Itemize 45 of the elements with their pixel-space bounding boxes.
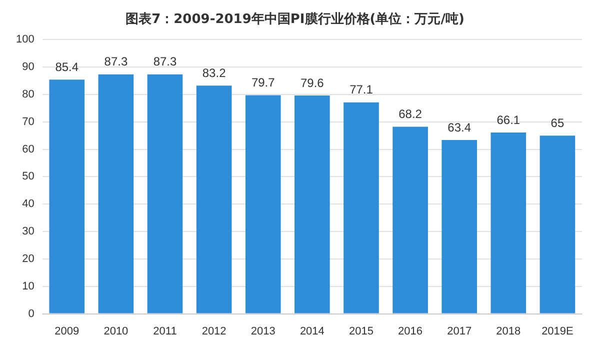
- y-tick-label: 90: [22, 61, 34, 74]
- bar: [49, 80, 85, 314]
- x-tick-label: 2011: [153, 325, 177, 338]
- y-tick-label: 100: [16, 34, 34, 46]
- bar: [245, 95, 281, 314]
- bar: [540, 136, 576, 314]
- bar: [147, 74, 183, 314]
- x-tick-label: 2015: [348, 325, 374, 338]
- data-label: 79.6: [300, 76, 324, 90]
- data-label: 68.2: [398, 107, 422, 122]
- bar: [344, 102, 379, 314]
- y-tick-label: 10: [22, 280, 34, 292]
- x-tick-label: 2009: [54, 325, 80, 338]
- y-tick-label: 60: [22, 143, 34, 156]
- x-tick-label: 2017: [447, 325, 472, 338]
- y-tick-label: 0: [28, 308, 34, 320]
- y-tick-label: 40: [22, 198, 34, 210]
- y-tick-label: 80: [22, 88, 34, 100]
- bar: [98, 74, 134, 314]
- x-tick-label: 2016: [398, 325, 423, 338]
- data-label: 85.4: [55, 60, 79, 74]
- data-label: 87.3: [104, 54, 128, 69]
- bar: [196, 86, 232, 314]
- y-tick-label: 50: [22, 170, 34, 183]
- bar: [490, 132, 526, 314]
- x-tick-label: 2012: [202, 325, 226, 338]
- x-tick-label: 2013: [250, 325, 276, 338]
- bar: [442, 140, 478, 314]
- y-tick-label: 20: [22, 252, 34, 265]
- y-tick-label: 30: [22, 226, 34, 238]
- data-label: 87.3: [153, 54, 177, 69]
- chart-title: 图表7：2009-2019年中国PI膜行业价格(单位：万元/吨): [126, 11, 464, 28]
- data-label: 83.2: [202, 66, 226, 80]
- bar: [294, 96, 330, 314]
- data-label: 66.1: [496, 112, 520, 127]
- x-tick-label: 2018: [496, 325, 521, 338]
- y-tick-label: 70: [22, 116, 34, 128]
- x-tick-label: 2014: [300, 325, 324, 338]
- bar: [392, 126, 428, 314]
- x-tick-label: 2010: [104, 325, 128, 338]
- data-label: 65: [550, 116, 564, 130]
- data-label: 79.7: [251, 76, 276, 90]
- x-tick-label: 2019E: [542, 325, 574, 338]
- data-label: 63.4: [448, 120, 472, 134]
- data-label: 77.1: [350, 82, 374, 97]
